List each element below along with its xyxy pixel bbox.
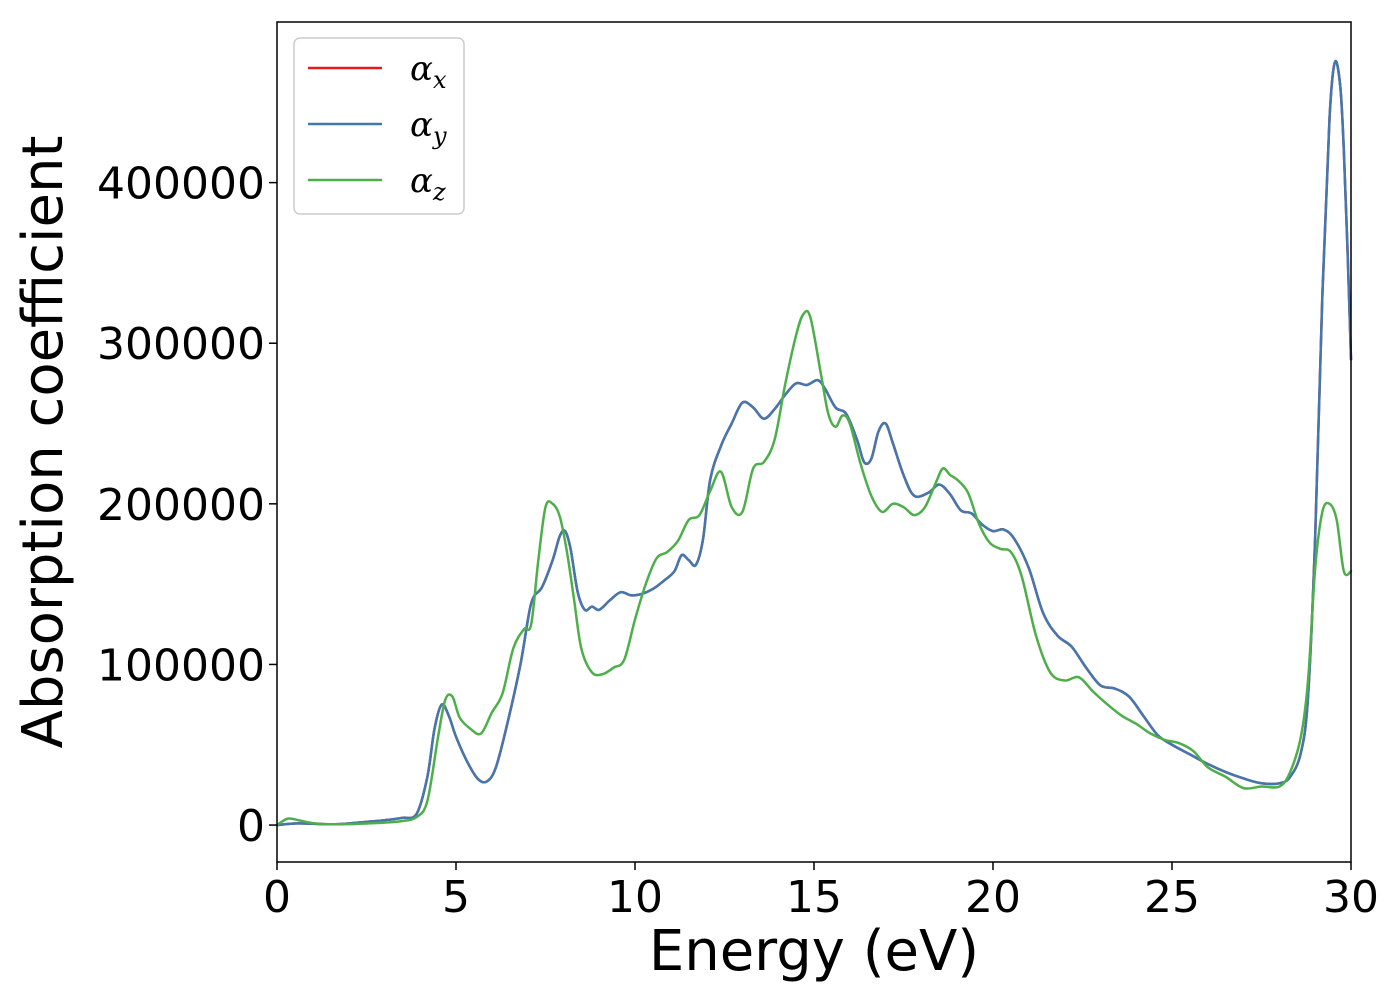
y-axis-ticks: 0 100000 200000 300000 400000 bbox=[97, 159, 277, 852]
x-tick-label: 25 bbox=[1144, 872, 1200, 923]
y-tick-label: 0 bbox=[237, 801, 265, 852]
series-lines bbox=[275, 59, 1353, 827]
legend-label: αy bbox=[410, 105, 447, 150]
series-line-y bbox=[275, 59, 1353, 827]
y-tick-label: 300000 bbox=[97, 319, 265, 370]
x-tick-label: 5 bbox=[442, 872, 470, 923]
x-tick-label: 30 bbox=[1323, 872, 1379, 923]
x-tick-label: 10 bbox=[607, 872, 663, 923]
legend-box bbox=[293, 37, 465, 215]
y-axis-label: Absorption coefficient bbox=[11, 136, 76, 749]
x-tick-label: 0 bbox=[263, 872, 291, 923]
series-line-z bbox=[275, 309, 1353, 827]
x-tick-label: 15 bbox=[786, 872, 842, 923]
legend-label: αx bbox=[410, 49, 447, 94]
x-axis-label: Energy (eV) bbox=[649, 919, 979, 984]
x-axis-ticks: 0 5 10 15 20 25 30 bbox=[263, 862, 1379, 923]
y-tick-label: 200000 bbox=[97, 480, 265, 531]
y-tick-label: 100000 bbox=[97, 640, 265, 691]
y-tick-label: 400000 bbox=[97, 159, 265, 210]
x-tick-label: 20 bbox=[965, 872, 1021, 923]
